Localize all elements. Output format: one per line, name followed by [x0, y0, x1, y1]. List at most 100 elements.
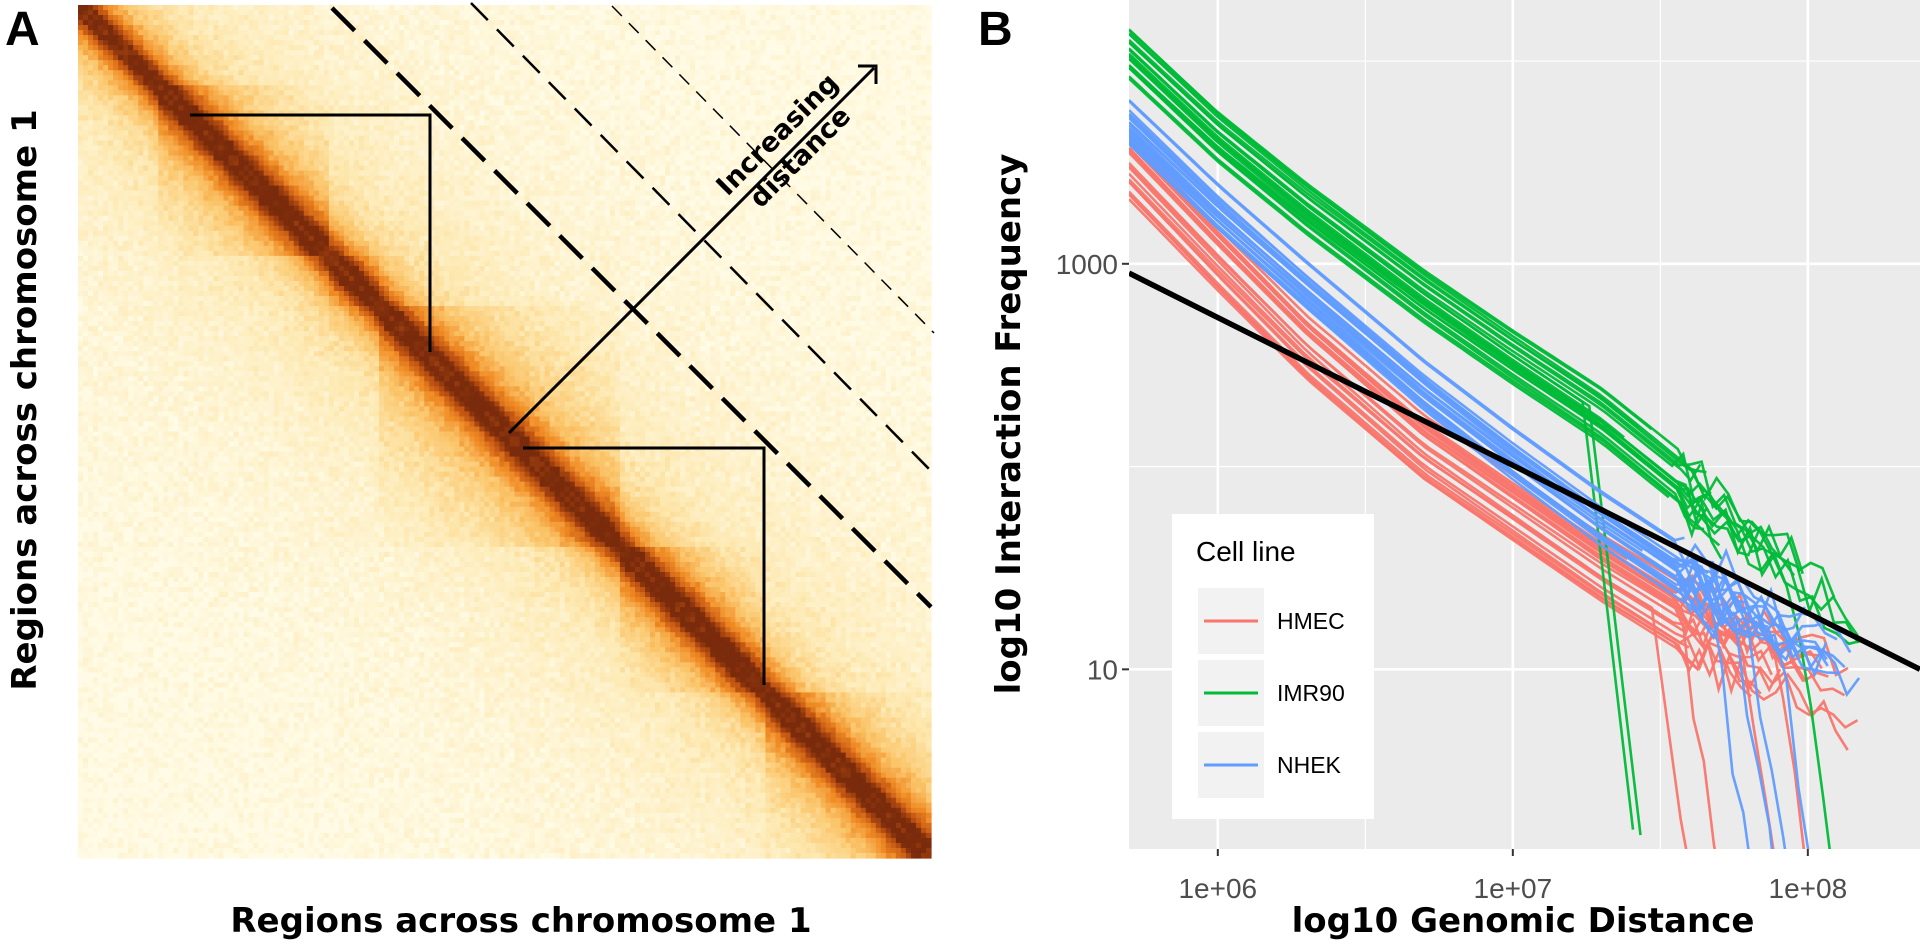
heatmap-cell	[484, 85, 490, 91]
heatmap-cell	[354, 125, 360, 131]
heatmap-cell	[505, 95, 511, 101]
heatmap-cell	[896, 105, 902, 111]
heatmap-cell	[449, 55, 455, 61]
heatmap-cell	[299, 70, 305, 76]
heatmap-cell	[605, 35, 611, 41]
heatmap-cell	[454, 75, 460, 81]
heatmap-cell	[354, 45, 360, 51]
heatmap-cell	[329, 50, 335, 56]
heatmap-cell	[755, 115, 761, 121]
heatmap-cell	[93, 145, 99, 151]
heatmap-cell	[384, 135, 390, 141]
heatmap-cell	[254, 10, 260, 16]
heatmap-cell	[98, 65, 104, 71]
heatmap-cell	[123, 105, 129, 111]
heatmap-cell	[138, 140, 144, 146]
heatmap-cell	[464, 20, 470, 26]
heatmap-cell	[198, 65, 204, 71]
heatmap-cell	[675, 125, 681, 131]
heatmap-cell	[324, 95, 330, 101]
heatmap-cell	[474, 25, 480, 31]
heatmap-cell	[846, 135, 852, 141]
heatmap-cell	[806, 45, 812, 51]
heatmap-cell	[269, 60, 275, 66]
heatmap-cell	[384, 145, 390, 151]
heatmap-cell	[710, 120, 716, 126]
heatmap-cell	[239, 30, 245, 36]
heatmap-cell	[324, 30, 330, 36]
heatmap-cell	[218, 125, 224, 131]
heatmap-cell	[615, 80, 621, 86]
heatmap-cell	[419, 95, 425, 101]
heatmap-cell	[605, 115, 611, 121]
heatmap-cell	[218, 151, 224, 157]
heatmap-cell	[259, 60, 265, 66]
heatmap-cell	[424, 70, 430, 76]
heatmap-cell	[675, 65, 681, 71]
heatmap-cell	[384, 105, 390, 111]
heatmap-cell	[404, 90, 410, 96]
heatmap-cell	[108, 135, 114, 141]
heatmap-cell	[108, 35, 114, 41]
heatmap-cell	[98, 130, 104, 136]
heatmap-cell	[198, 145, 204, 151]
heatmap-cell	[364, 120, 370, 126]
heatmap-cell	[550, 35, 556, 41]
heatmap-cell	[434, 15, 440, 21]
heatmap-cell	[409, 120, 415, 126]
heatmap-cell	[88, 25, 94, 31]
heatmap-cell	[459, 25, 465, 31]
heatmap-cell	[329, 55, 335, 61]
heatmap-cell	[535, 125, 541, 131]
heatmap-cell	[113, 75, 119, 81]
heatmap-cell	[319, 145, 325, 151]
heatmap-cell	[610, 125, 616, 131]
heatmap-cell	[725, 50, 731, 56]
heatmap-cell	[429, 30, 435, 36]
heatmap-cell	[675, 75, 681, 81]
heatmap-cell	[234, 40, 240, 46]
heatmap-cell	[590, 115, 596, 121]
heatmap-cell	[239, 45, 245, 51]
heatmap-cell	[279, 60, 285, 66]
heatmap-cell	[254, 125, 260, 131]
heatmap-cell	[354, 80, 360, 86]
heatmap-cell	[274, 70, 280, 76]
heatmap-cell	[249, 95, 255, 101]
heatmap-cell	[168, 105, 174, 111]
heatmap-cell	[685, 125, 691, 131]
heatmap-cell	[178, 60, 184, 66]
heatmap-cell	[650, 145, 656, 151]
heatmap-cell	[610, 70, 616, 76]
heatmap-cell	[208, 70, 214, 76]
heatmap-cell	[93, 140, 99, 146]
heatmap-cell	[615, 50, 621, 56]
heatmap-cell	[535, 100, 541, 106]
heatmap-cell	[279, 85, 285, 91]
heatmap-cell	[725, 60, 731, 66]
heatmap-cell	[841, 145, 847, 151]
heatmap-cell	[183, 5, 189, 11]
heatmap-cell	[173, 25, 179, 31]
heatmap-cell	[670, 25, 676, 31]
heatmap-cell	[369, 35, 375, 41]
heatmap-cell	[625, 115, 631, 121]
heatmap-cell	[103, 65, 109, 71]
heatmap-cell	[123, 5, 129, 11]
heatmap-cell	[469, 95, 475, 101]
heatmap-cell	[585, 5, 591, 11]
heatmap-cell	[740, 15, 746, 21]
heatmap-cell	[168, 85, 174, 91]
heatmap-cell	[369, 135, 375, 141]
heatmap-cell	[469, 120, 475, 126]
heatmap-cell	[605, 90, 611, 96]
heatmap-cell	[394, 125, 400, 131]
heatmap-cell	[148, 105, 154, 111]
heatmap-cell	[590, 90, 596, 96]
heatmap-cell	[610, 115, 616, 121]
heatmap-cell	[660, 40, 666, 46]
heatmap-cell	[229, 55, 235, 61]
heatmap-cell	[625, 15, 631, 21]
heatmap-cell	[670, 55, 676, 61]
heatmap-cell	[715, 125, 721, 131]
